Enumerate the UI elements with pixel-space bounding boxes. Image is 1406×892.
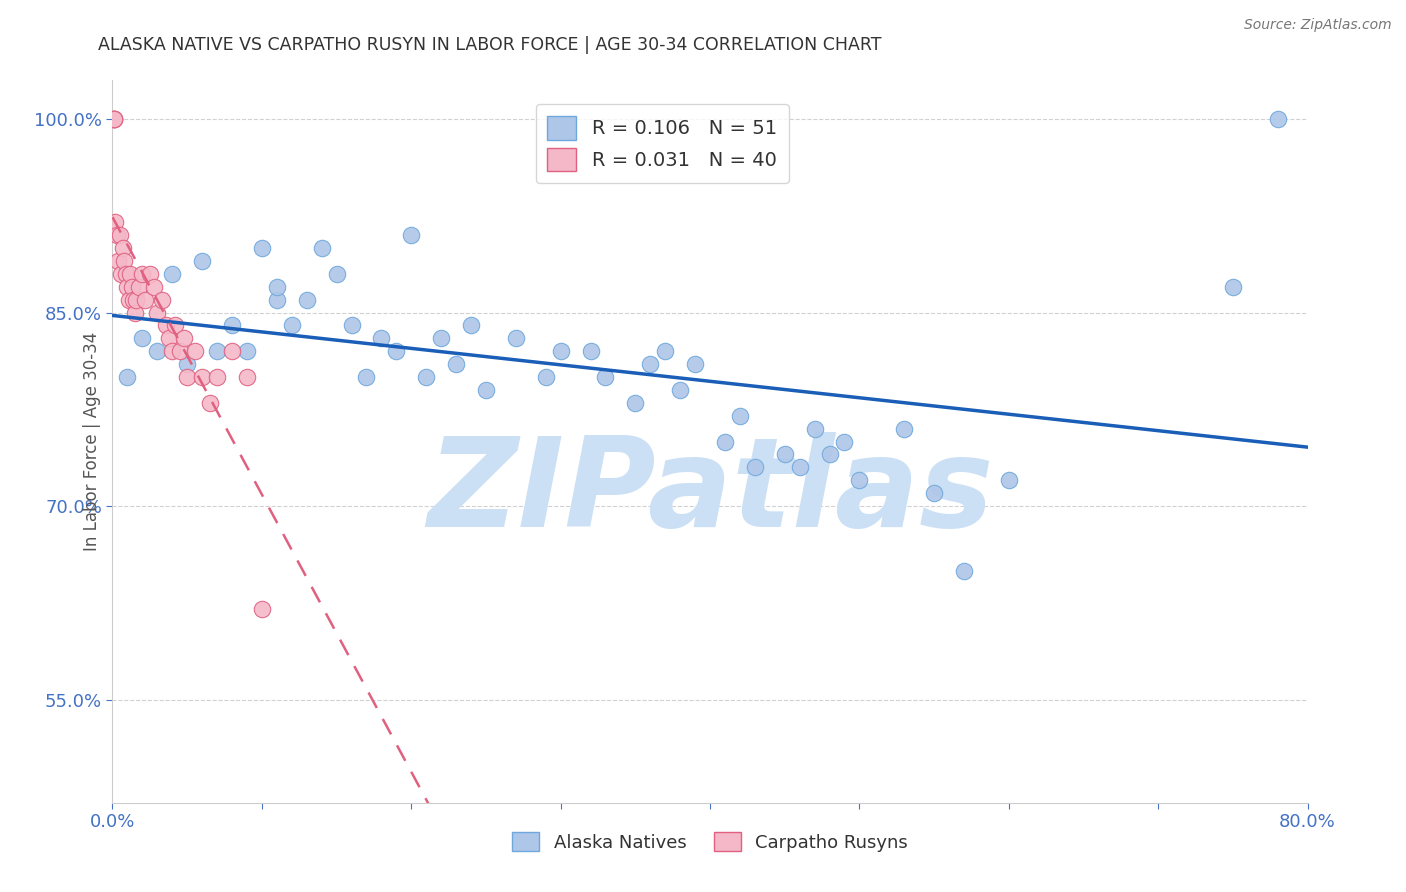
Point: [162, 267, 183, 281]
Point: [122, 293, 145, 307]
Point: [669, 383, 692, 397]
Point: [385, 344, 408, 359]
Point: [1222, 279, 1244, 293]
Point: [640, 357, 662, 371]
Point: [250, 241, 273, 255]
Point: [221, 318, 243, 333]
Point: [714, 434, 737, 449]
Point: [415, 370, 437, 384]
Point: [111, 241, 134, 255]
Point: [444, 357, 467, 371]
Point: [430, 331, 453, 345]
Y-axis label: In Labor Force | Age 30-34: In Labor Force | Age 30-34: [83, 332, 101, 551]
Point: [105, 228, 128, 243]
Point: [198, 396, 221, 410]
Point: [550, 344, 572, 359]
Point: [157, 331, 180, 345]
Point: [125, 293, 148, 307]
Point: [401, 228, 423, 243]
Point: [683, 357, 706, 371]
Point: [155, 318, 177, 333]
Legend: Alaska Natives, Carpatho Rusyns: Alaska Natives, Carpatho Rusyns: [505, 825, 915, 859]
Point: [803, 422, 825, 436]
Point: [124, 305, 146, 319]
Text: Source: ZipAtlas.com: Source: ZipAtlas.com: [1244, 18, 1392, 32]
Point: [624, 396, 647, 410]
Point: [236, 344, 259, 359]
Point: [107, 254, 129, 268]
Point: [176, 370, 198, 384]
Point: [114, 254, 135, 268]
Point: [250, 602, 273, 616]
Point: [110, 267, 132, 281]
Point: [998, 473, 1021, 487]
Point: [134, 293, 156, 307]
Point: [162, 344, 183, 359]
Point: [165, 318, 187, 333]
Point: [325, 267, 347, 281]
Point: [146, 344, 169, 359]
Point: [728, 409, 751, 423]
Point: [475, 383, 498, 397]
Point: [205, 344, 228, 359]
Point: [922, 486, 945, 500]
Point: [150, 293, 173, 307]
Point: [121, 279, 143, 293]
Point: [311, 241, 333, 255]
Point: [115, 267, 138, 281]
Point: [595, 370, 617, 384]
Text: ZIPatlas: ZIPatlas: [427, 432, 993, 553]
Text: ALASKA NATIVE VS CARPATHO RUSYN IN LABOR FORCE | AGE 30-34 CORRELATION CHART: ALASKA NATIVE VS CARPATHO RUSYN IN LABOR…: [98, 36, 882, 54]
Point: [205, 370, 228, 384]
Point: [1267, 112, 1289, 126]
Point: [117, 279, 139, 293]
Point: [579, 344, 602, 359]
Point: [146, 305, 169, 319]
Point: [117, 370, 139, 384]
Point: [176, 357, 198, 371]
Point: [103, 112, 125, 126]
Point: [103, 112, 125, 126]
Point: [103, 112, 125, 126]
Point: [834, 434, 856, 449]
Point: [893, 422, 915, 436]
Point: [131, 267, 153, 281]
Point: [169, 344, 191, 359]
Point: [128, 279, 150, 293]
Point: [108, 228, 131, 243]
Point: [104, 215, 127, 229]
Point: [654, 344, 676, 359]
Point: [789, 460, 811, 475]
Point: [818, 447, 841, 461]
Point: [120, 267, 142, 281]
Point: [534, 370, 557, 384]
Point: [266, 279, 288, 293]
Point: [139, 267, 162, 281]
Point: [173, 331, 195, 345]
Point: [191, 370, 214, 384]
Point: [131, 331, 153, 345]
Point: [773, 447, 796, 461]
Point: [356, 370, 378, 384]
Point: [266, 293, 288, 307]
Point: [103, 112, 125, 126]
Point: [236, 370, 259, 384]
Point: [281, 318, 304, 333]
Point: [191, 254, 214, 268]
Point: [744, 460, 766, 475]
Point: [460, 318, 482, 333]
Point: [183, 344, 205, 359]
Point: [295, 293, 318, 307]
Point: [118, 293, 141, 307]
Point: [505, 331, 527, 345]
Point: [143, 279, 166, 293]
Point: [370, 331, 392, 345]
Point: [848, 473, 870, 487]
Point: [953, 564, 976, 578]
Point: [340, 318, 363, 333]
Point: [221, 344, 243, 359]
